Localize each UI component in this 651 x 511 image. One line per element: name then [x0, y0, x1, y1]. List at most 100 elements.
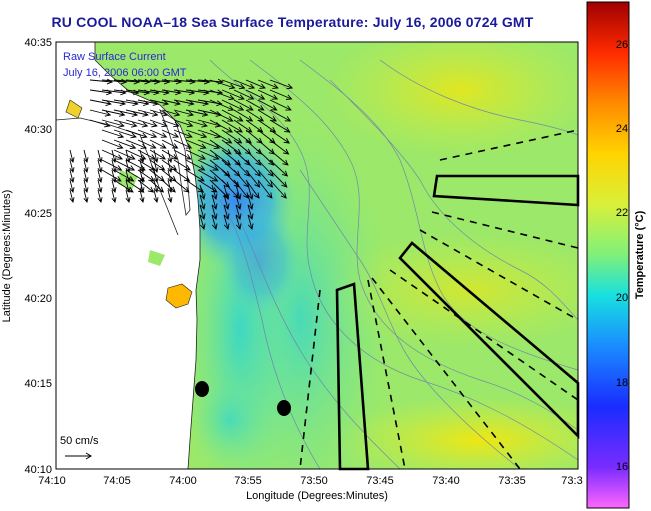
current-vector [149, 109, 169, 117]
current-vector [173, 149, 192, 160]
current-vector [153, 169, 159, 183]
current-vector [149, 149, 167, 160]
current-vector [221, 129, 243, 144]
current-vector [209, 99, 235, 111]
current-vector [101, 169, 122, 182]
current-vector [245, 99, 265, 111]
current-vector [125, 109, 149, 117]
current-vector [125, 169, 131, 183]
current-vector [139, 149, 145, 163]
current-vector [97, 189, 103, 203]
current-vector [185, 139, 207, 149]
current-vector [161, 129, 180, 138]
current-vector [199, 194, 206, 210]
current-vector [247, 184, 254, 200]
current-vector [83, 179, 89, 193]
current-vector [113, 129, 137, 139]
current-vector [149, 179, 165, 193]
current-vector [197, 159, 219, 171]
current-vector [247, 204, 254, 220]
current-vector [83, 189, 89, 203]
y-tick-label: 40:15 [24, 378, 52, 390]
current-vector [199, 204, 206, 220]
y-axis-label: Latitude (Degrees:Minutes) [1, 190, 13, 323]
current-vector [125, 139, 148, 149]
x-tick-label: 73:3 [561, 475, 582, 487]
current-vector [167, 189, 173, 203]
current-vector [245, 169, 261, 188]
current-scale-label: 50 cm/s [60, 435, 99, 447]
current-vector [101, 139, 124, 149]
current-vector [257, 109, 277, 122]
current-vector [113, 169, 135, 182]
current-vector [139, 179, 145, 193]
current-vector [149, 129, 168, 138]
current-vector [149, 159, 166, 171]
current-legend-time: July 16, 2006 06:00 GMT [63, 67, 187, 79]
current-vector [211, 184, 218, 200]
current-vector [185, 149, 207, 160]
current-vector [245, 89, 266, 100]
current-vector [149, 169, 165, 182]
current-vector [149, 139, 167, 149]
current-vector [257, 149, 275, 166]
current-vector [209, 79, 236, 90]
current-vector [153, 179, 159, 193]
y-tick-label: 40:20 [24, 293, 52, 305]
current-vector [245, 139, 263, 155]
x-tick-label: 73:50 [300, 475, 328, 487]
current-vector [185, 119, 208, 128]
current-vector [197, 139, 221, 150]
colorbar [586, 1, 630, 509]
y-tick-label: 40:25 [24, 208, 52, 220]
current-vector [173, 129, 193, 138]
current-vector [269, 129, 290, 144]
current-vector [233, 109, 254, 122]
current-vector [125, 179, 131, 193]
current-vector [209, 89, 235, 101]
current-vector [209, 109, 234, 122]
current-vector [167, 159, 173, 173]
current-vector [69, 159, 75, 173]
current-vector [223, 204, 230, 220]
current-vector [83, 159, 89, 173]
current-vector [125, 129, 148, 139]
current-vector [97, 179, 103, 193]
current-vector [69, 189, 75, 203]
y-tick-label: 40:30 [24, 124, 52, 136]
current-vector [113, 109, 139, 117]
current-vector [113, 119, 138, 128]
current-vector [89, 109, 112, 117]
current-vector [185, 109, 209, 117]
current-vector [113, 159, 136, 171]
x-tick-label: 73:55 [234, 475, 262, 487]
current-vector [173, 119, 194, 128]
current-vector [245, 159, 261, 177]
current-vector [247, 194, 254, 210]
current-vector [97, 159, 103, 173]
sea-surface-field [56, 42, 578, 469]
current-vector [233, 99, 254, 111]
surface-current-vectors [69, 78, 294, 230]
colorbar-tick-label: 18 [616, 377, 628, 389]
current-vector [197, 89, 224, 96]
current-vector [89, 78, 114, 85]
x-tick-label: 74:05 [103, 475, 131, 487]
current-vector [167, 149, 173, 163]
current-vector [257, 79, 279, 89]
current-vector [233, 89, 255, 100]
sandy-hook [159, 108, 191, 216]
current-vector [153, 159, 159, 173]
current-vector [125, 149, 131, 163]
current-vector [101, 149, 123, 160]
current-vector [113, 149, 136, 160]
current-vector [211, 194, 218, 210]
current-vector [153, 149, 159, 163]
current-vector [97, 149, 103, 163]
current-vector [257, 169, 274, 188]
current-vector [113, 139, 137, 150]
current-vector [209, 139, 232, 155]
current-vector [185, 129, 208, 139]
colorbar-label: Temperature (°C) [634, 210, 646, 299]
